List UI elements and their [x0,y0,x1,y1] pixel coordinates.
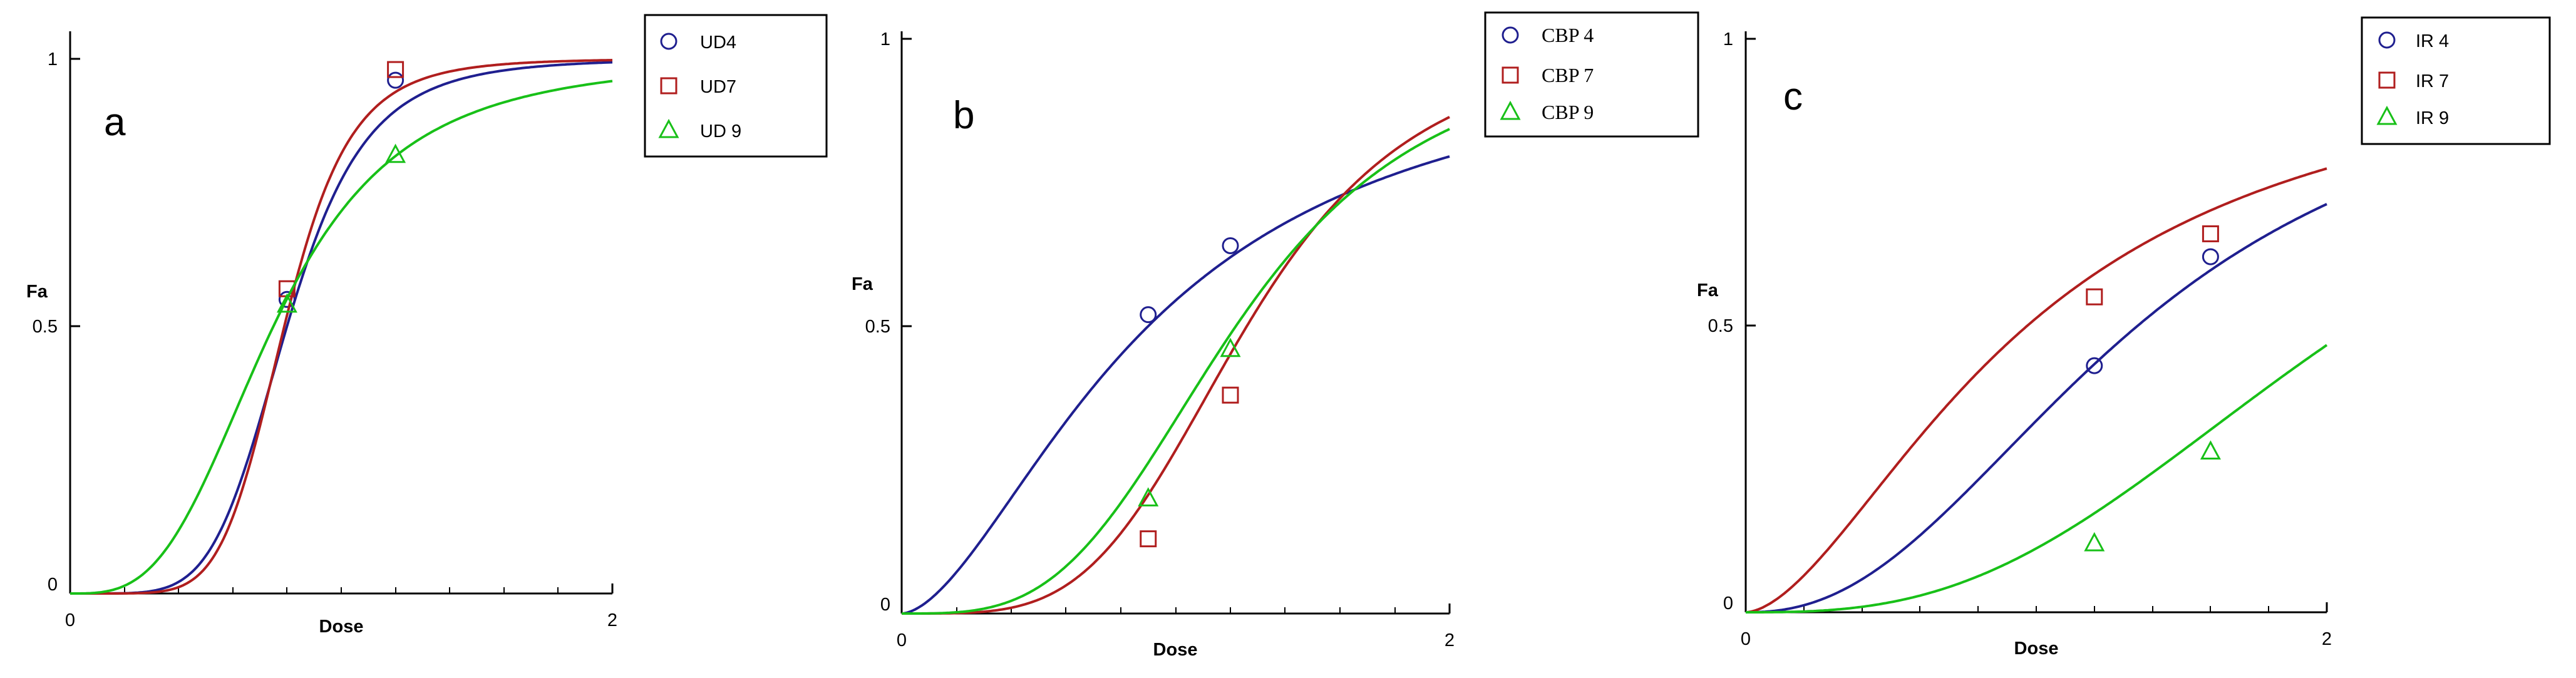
chart-panel-a: 1 0.5 0 0 2 Dose Fa a UD4 UD7 UD 9 [26,14,828,637]
series-line [70,61,613,595]
series-line [70,59,613,595]
chart-panel-b: 1 0.5 0 0 2 Dose Fa b CBP 4 CBP 7 CBP 9 [852,11,1699,660]
legend-label: IR 7 [2416,71,2449,91]
y-tick-label: 0.5 [1708,316,1733,336]
y-tick-label: 0 [1723,593,1733,614]
y-tick-label: 0 [48,575,58,595]
legend-marker-triangle [658,118,679,138]
data-point-circle [278,290,296,308]
data-point-circle [2086,357,2103,374]
legend-marker-square [2378,71,2396,89]
data-point-circle [1222,237,1239,254]
legend: UD4 UD7 UD 9 [644,14,828,158]
series-line [1746,203,2327,614]
legend-label: CBP 9 [1542,101,1594,123]
data-point-triangle [385,143,406,163]
x-axis-label: Dose [2014,639,2059,659]
legend: IR 4 IR 7 IR 9 [2361,16,2551,145]
data-point-square [1222,386,1239,404]
y-axis-label: Fa [26,282,48,302]
y-tick-label: 1 [1723,29,1733,49]
legend-label: CBP 4 [1542,24,1594,46]
y-tick-label: 0.5 [865,317,890,337]
series-line [902,116,1450,615]
data-point-circle [2202,248,2219,265]
series-line [1745,167,2327,614]
legend-label: IR 4 [2416,31,2449,51]
legend-marker-circle [2378,31,2396,49]
series-line [1746,344,2328,614]
y-tick-label: 0 [880,595,890,615]
legend-marker-square [660,77,677,95]
data-point-circle [1140,306,1157,324]
axes [1744,31,2328,614]
x-tick-label: 2 [2322,629,2332,649]
data-point-square [2086,288,2103,306]
x-axis-label: Dose [1153,640,1198,660]
series-line [70,80,613,595]
y-axis-label: Fa [852,274,873,294]
data-point-triangle [2200,440,2221,460]
series-line [902,128,1450,615]
data-point-circle [387,71,404,89]
data-point-square [387,61,404,78]
x-tick-label: 2 [607,610,617,630]
x-tick-label: 2 [1445,630,1455,650]
plot-area [70,59,613,595]
data-point-triangle [1220,337,1241,357]
x-tick-label: 0 [1741,629,1751,649]
x-tick-label: 0 [65,610,75,630]
x-axis-label: Dose [319,617,364,637]
panel-label: c [1783,75,1803,118]
plot-area [1745,167,2328,614]
axes [69,31,614,595]
legend-label: IR 9 [2416,108,2449,128]
legend-box [2361,16,2551,145]
legend-marker-triangle [1500,100,1521,120]
data-point-square [2202,225,2219,242]
legend-marker-circle [660,33,677,50]
legend-label: CBP 7 [1542,64,1594,86]
legend-marker-triangle [2376,105,2398,125]
legend-marker-circle [1502,26,1519,44]
chart-panel-c: 1 0.5 0 0 2 Dose Fa c IR 4 IR 7 IR 9 [1697,16,2551,659]
y-tick-label: 1 [48,49,58,69]
axes [900,31,1451,615]
legend-label: UD4 [700,33,736,53]
y-axis-label: Fa [1697,280,1719,300]
plot-area [901,116,1450,615]
data-point-triangle [1138,487,1159,506]
y-tick-label: 1 [880,29,890,49]
data-point-triangle [2084,532,2105,552]
legend-label: UD 9 [700,121,741,141]
legend-label: UD7 [700,77,736,97]
legend: CBP 4 CBP 7 CBP 9 [1484,11,1699,138]
panel-label: a [104,101,126,144]
x-tick-label: 0 [897,630,907,650]
y-tick-label: 0.5 [33,317,58,337]
data-point-triangle [276,293,297,313]
legend-marker-square [1502,66,1519,84]
legend-box [1484,11,1699,138]
data-point-square [1140,530,1157,548]
panel-label: b [953,94,974,137]
